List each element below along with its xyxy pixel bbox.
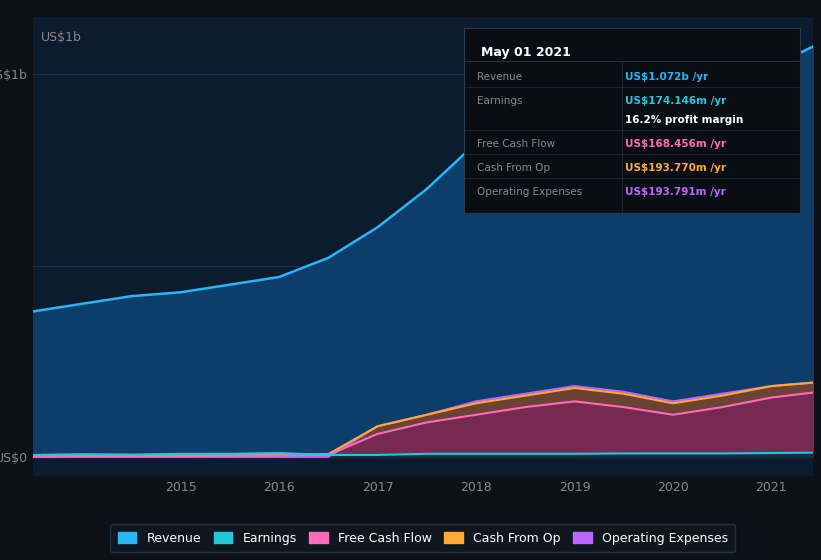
Text: US$1.072b /yr: US$1.072b /yr (626, 72, 709, 82)
Legend: Revenue, Earnings, Free Cash Flow, Cash From Op, Operating Expenses: Revenue, Earnings, Free Cash Flow, Cash … (110, 524, 736, 552)
Text: US$193.770m /yr: US$193.770m /yr (626, 163, 727, 173)
Text: Cash From Op: Cash From Op (477, 163, 550, 173)
Text: Revenue: Revenue (477, 72, 522, 82)
Text: US$193.791m /yr: US$193.791m /yr (626, 187, 727, 197)
Text: May 01 2021: May 01 2021 (481, 46, 571, 59)
Text: Free Cash Flow: Free Cash Flow (477, 139, 556, 149)
Text: Earnings: Earnings (477, 96, 523, 106)
Text: US$168.456m /yr: US$168.456m /yr (626, 139, 727, 149)
Text: Operating Expenses: Operating Expenses (477, 187, 583, 197)
Text: US$174.146m /yr: US$174.146m /yr (626, 96, 727, 106)
Text: US$1b: US$1b (41, 31, 81, 44)
Text: 16.2% profit margin: 16.2% profit margin (626, 115, 744, 125)
